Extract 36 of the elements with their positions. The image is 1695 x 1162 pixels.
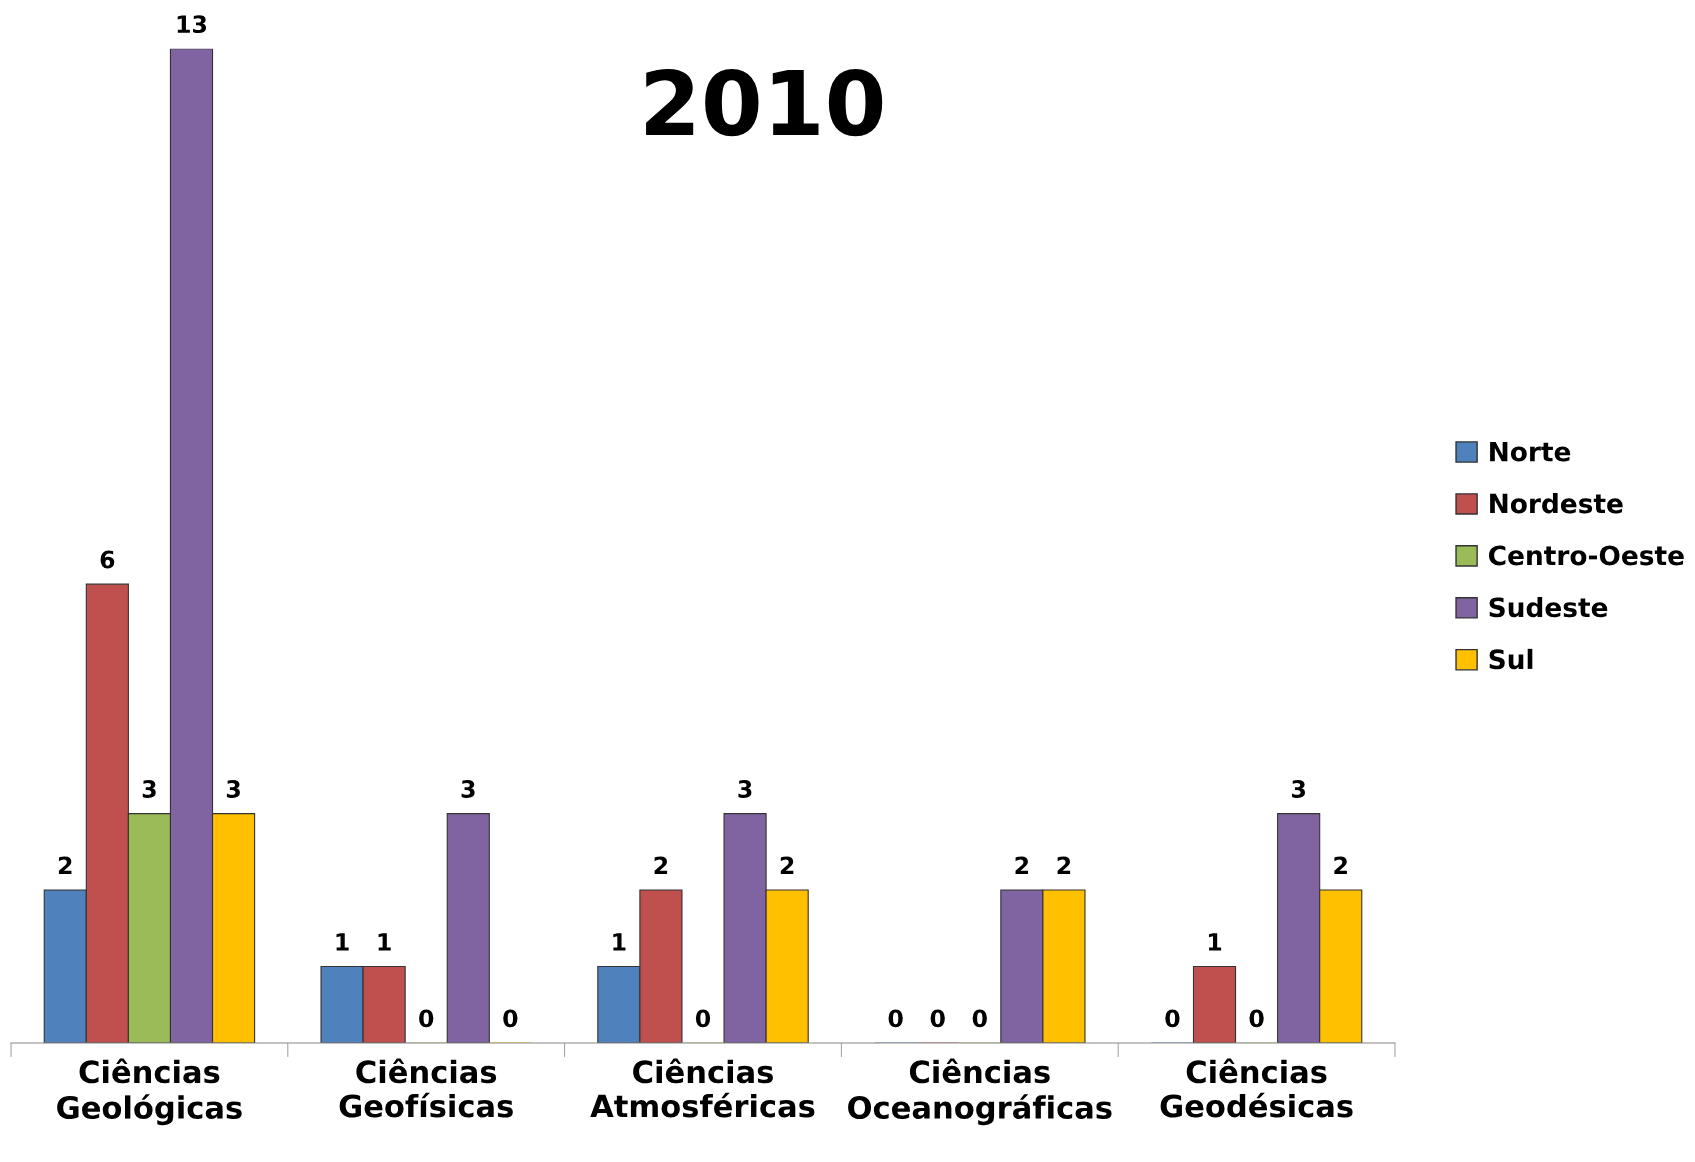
data-label: 1 [336,933,349,951]
data-label: 2 [780,856,794,875]
x-tick-label: Ciências Oceanográficas [848,1058,1112,1126]
x-tick-label: Ciências Geológicas [57,1058,242,1126]
data-label: 1 [1208,933,1222,951]
data-label: 0 [503,1009,518,1028]
data-label: 3 [142,780,156,798]
chart-title: 2010 [646,68,883,137]
data-label: 3 [461,780,475,798]
data-label: 0 [419,1009,434,1028]
x-tick-label: Ciências Geodésicas [1160,1058,1353,1118]
data-label: 1 [613,933,626,951]
data-label: 3 [226,780,240,798]
data-label: 13 [177,15,207,34]
data-label: 2 [58,856,72,875]
legend-label: Sudeste [1489,596,1608,618]
data-label: 0 [888,1009,903,1028]
data-label: 0 [972,1009,987,1028]
data-label: 3 [738,780,752,798]
data-label: 2 [1057,856,1071,875]
legend-label: Nordeste [1490,493,1623,514]
data-label: 6 [100,550,115,569]
data-label: 1 [378,933,391,951]
data-label: 0 [1249,1009,1264,1028]
data-label: 0 [695,1009,711,1028]
x-tick-label: Ciências Geofísicas [339,1058,513,1118]
data-label: 2 [1015,856,1029,875]
data-label: 2 [654,856,668,875]
legend-label: Sul [1489,648,1533,670]
legend-label: Norte [1490,441,1571,462]
data-label: 2 [1334,856,1347,875]
data-label: 0 [930,1009,945,1028]
x-tick-label: Ciências Atmosféricas [590,1058,815,1118]
data-label: 3 [1292,780,1305,798]
data-label: 0 [1165,1009,1180,1028]
legend-label: Centro-Oeste [1489,545,1684,566]
